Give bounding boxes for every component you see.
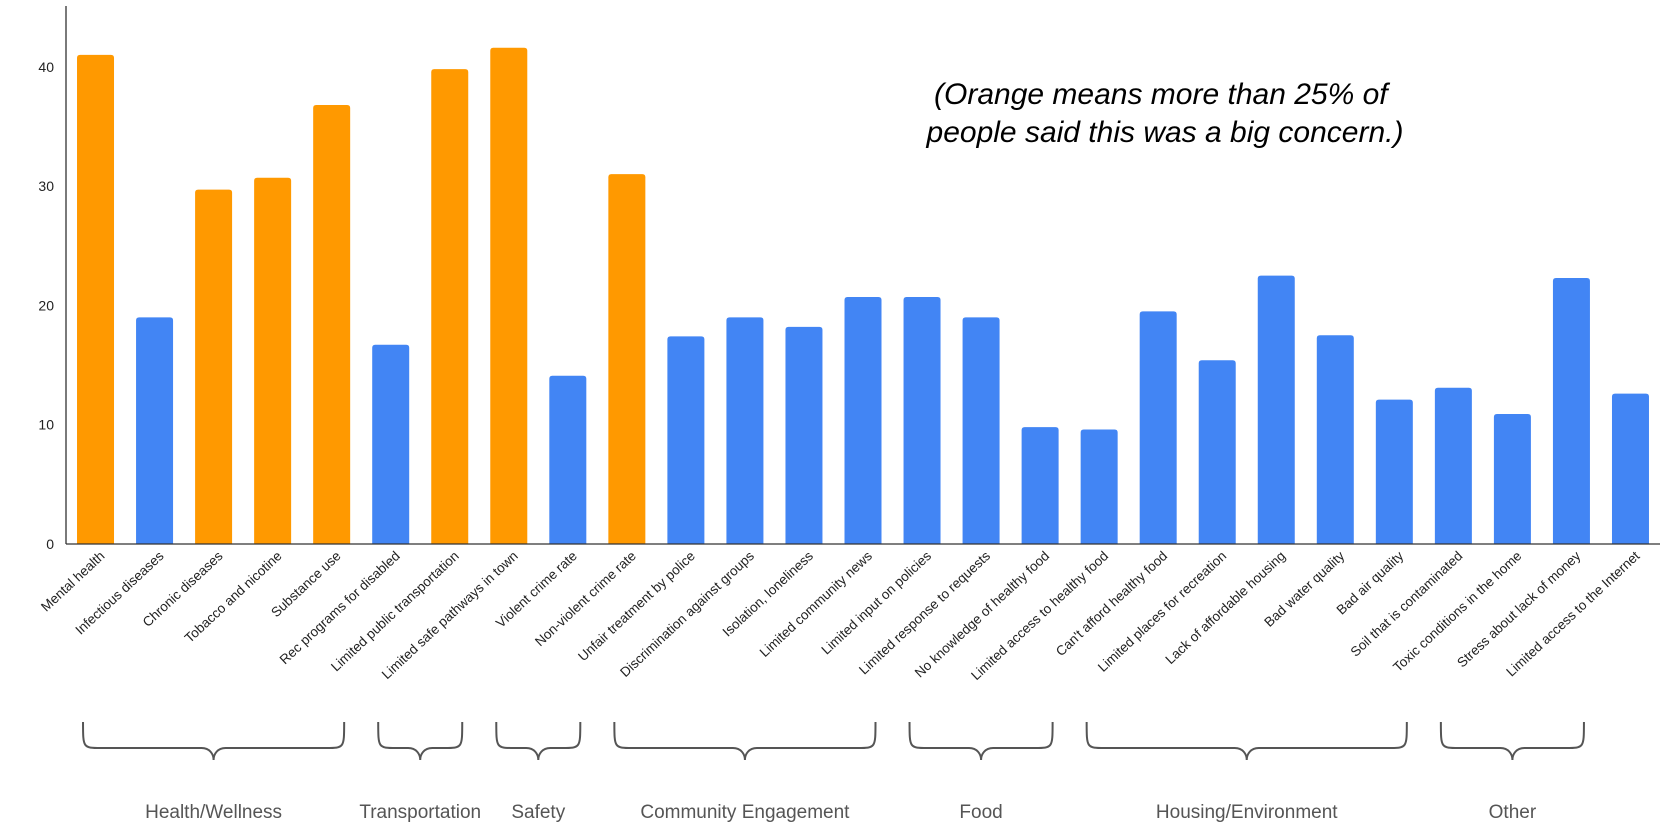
category-label: Soil that is contaminated — [1348, 548, 1466, 659]
bar — [1552, 277, 1590, 544]
annotation-line-1: (Orange means more than 25% of — [934, 78, 1390, 111]
category-label: Can't afford healthy food — [1053, 548, 1170, 659]
bar — [1257, 275, 1295, 544]
y-tick-label: 20 — [38, 297, 54, 313]
y-tick-label: 30 — [38, 178, 54, 194]
category-label: Non-violent crime rate — [532, 548, 639, 649]
bar — [608, 174, 646, 545]
bar — [844, 297, 882, 544]
bar — [431, 69, 469, 544]
y-tick-label: 40 — [38, 59, 54, 75]
category-label: Limited community news — [757, 548, 876, 660]
bar — [667, 336, 705, 544]
y-tick-label: 10 — [38, 417, 54, 433]
category-label: Lack of affordable housing — [1162, 548, 1288, 667]
group-label: Safety — [511, 802, 565, 823]
y-tick-label: 0 — [46, 536, 54, 552]
bar — [195, 189, 233, 544]
y-axis-ticks: 0 10 20 30 40 — [38, 59, 54, 552]
category-label: Unfair treatment by police — [575, 548, 698, 664]
bar — [254, 177, 292, 544]
group-brace — [1439, 721, 1585, 761]
group-label: Housing/Environment — [1156, 802, 1338, 823]
group-brace — [908, 721, 1054, 761]
bar — [785, 326, 823, 544]
bar — [77, 54, 115, 545]
category-groups: Health/Wellness Transportation Safety Commu… — [82, 721, 1585, 823]
chart-annotation: (Orange means more than 25% of people sa… — [926, 78, 1404, 149]
group-label: Community Engagement — [640, 802, 850, 823]
group-label: Other — [1489, 802, 1537, 823]
bar — [1611, 393, 1649, 544]
bar — [903, 297, 941, 544]
category-label: Rec programs for disabled — [277, 548, 403, 667]
category-label: Tobacco and nicotine — [182, 548, 285, 645]
bar — [1139, 311, 1177, 544]
bar — [962, 317, 1000, 544]
category-label: Limited input on policies — [818, 548, 934, 657]
bar — [1375, 399, 1413, 544]
bar — [1080, 429, 1118, 544]
bar — [1198, 360, 1236, 544]
bar — [549, 375, 587, 544]
group-label: Health/Wellness — [145, 802, 282, 823]
annotation-line-2: people said this was a big concern.) — [926, 116, 1404, 149]
bars — [77, 47, 1649, 545]
bar — [372, 344, 410, 544]
bar — [136, 317, 174, 544]
group-brace — [377, 721, 464, 761]
bar — [726, 317, 764, 544]
bar — [1021, 427, 1059, 544]
bar — [490, 47, 528, 544]
bar — [313, 104, 351, 544]
bar — [1493, 413, 1531, 544]
group-brace — [82, 721, 346, 761]
group-label: Food — [959, 802, 1002, 823]
bar — [1434, 387, 1472, 544]
group-brace — [1085, 721, 1408, 761]
category-label: Stress about lack of money — [1454, 548, 1583, 670]
group-brace — [613, 721, 877, 761]
group-label: Transportation — [359, 802, 481, 823]
bar — [1316, 335, 1354, 544]
group-brace — [495, 721, 582, 761]
